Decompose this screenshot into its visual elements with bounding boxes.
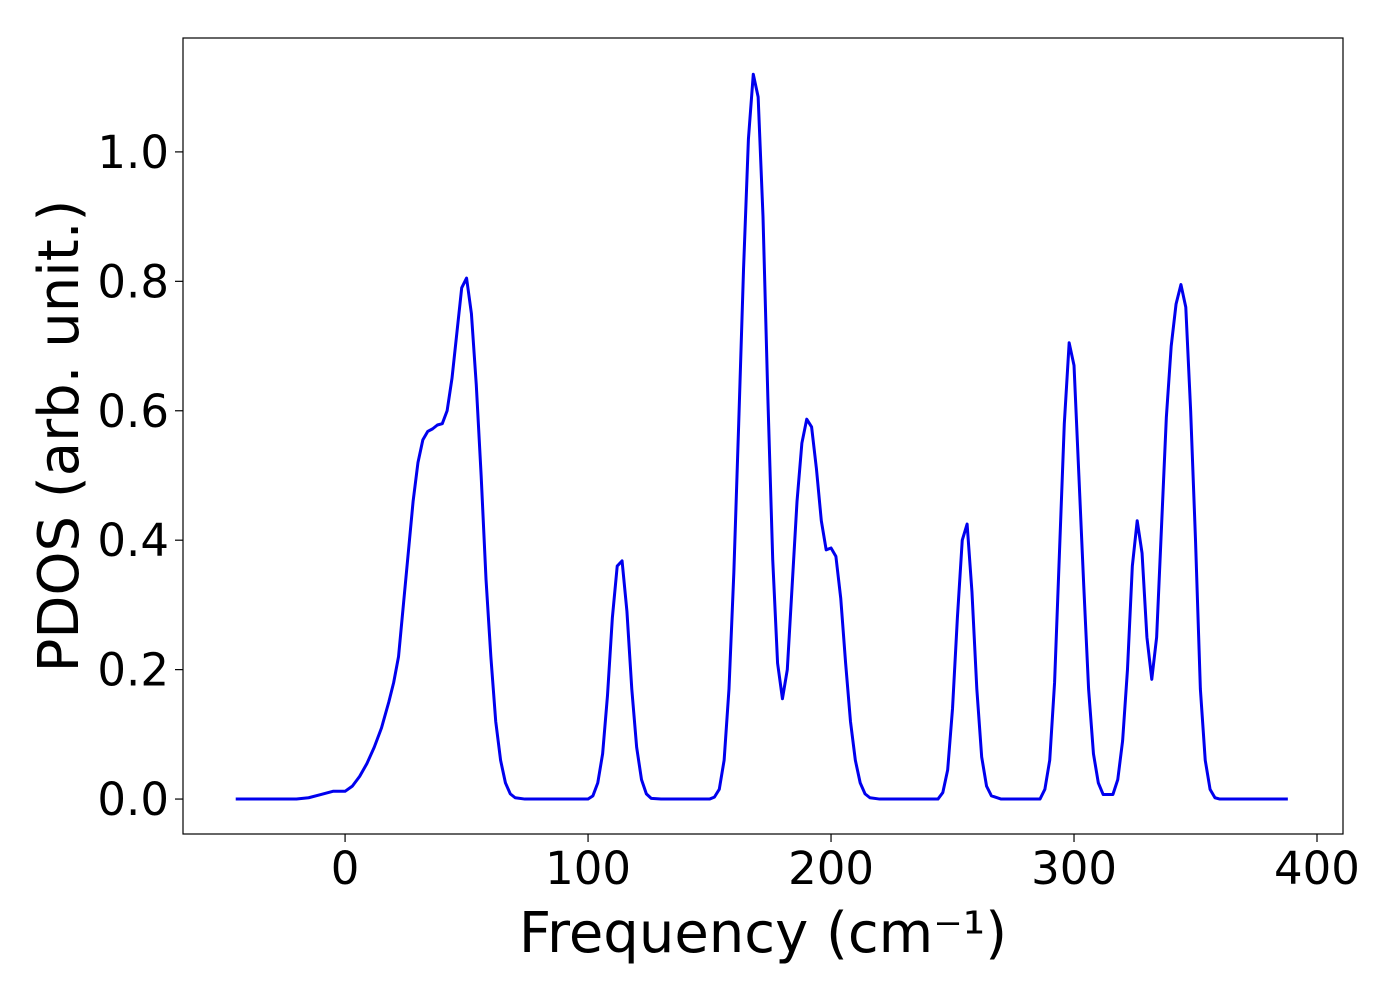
y-tick-label: 0.4 <box>97 514 169 567</box>
y-axis-label: PDOS (arb. unit.) <box>27 200 92 673</box>
x-tick-label: 400 <box>1274 842 1360 895</box>
y-tick-label: 0.6 <box>97 385 169 438</box>
y-tick-label: 0.0 <box>97 773 169 826</box>
y-tick-label: 0.2 <box>97 644 169 697</box>
x-tick-label: 100 <box>545 842 631 895</box>
plot-frame <box>182 37 1344 835</box>
x-tick-label: 0 <box>331 842 360 895</box>
data-line <box>235 72 1288 801</box>
x-tick-label: 300 <box>1031 842 1117 895</box>
y-tick-label: 1.0 <box>97 126 169 179</box>
x-axis-label: Frequency (cm⁻¹) <box>519 901 1007 966</box>
y-tick-label: 0.8 <box>97 255 169 308</box>
x-tick-label: 200 <box>788 842 874 895</box>
